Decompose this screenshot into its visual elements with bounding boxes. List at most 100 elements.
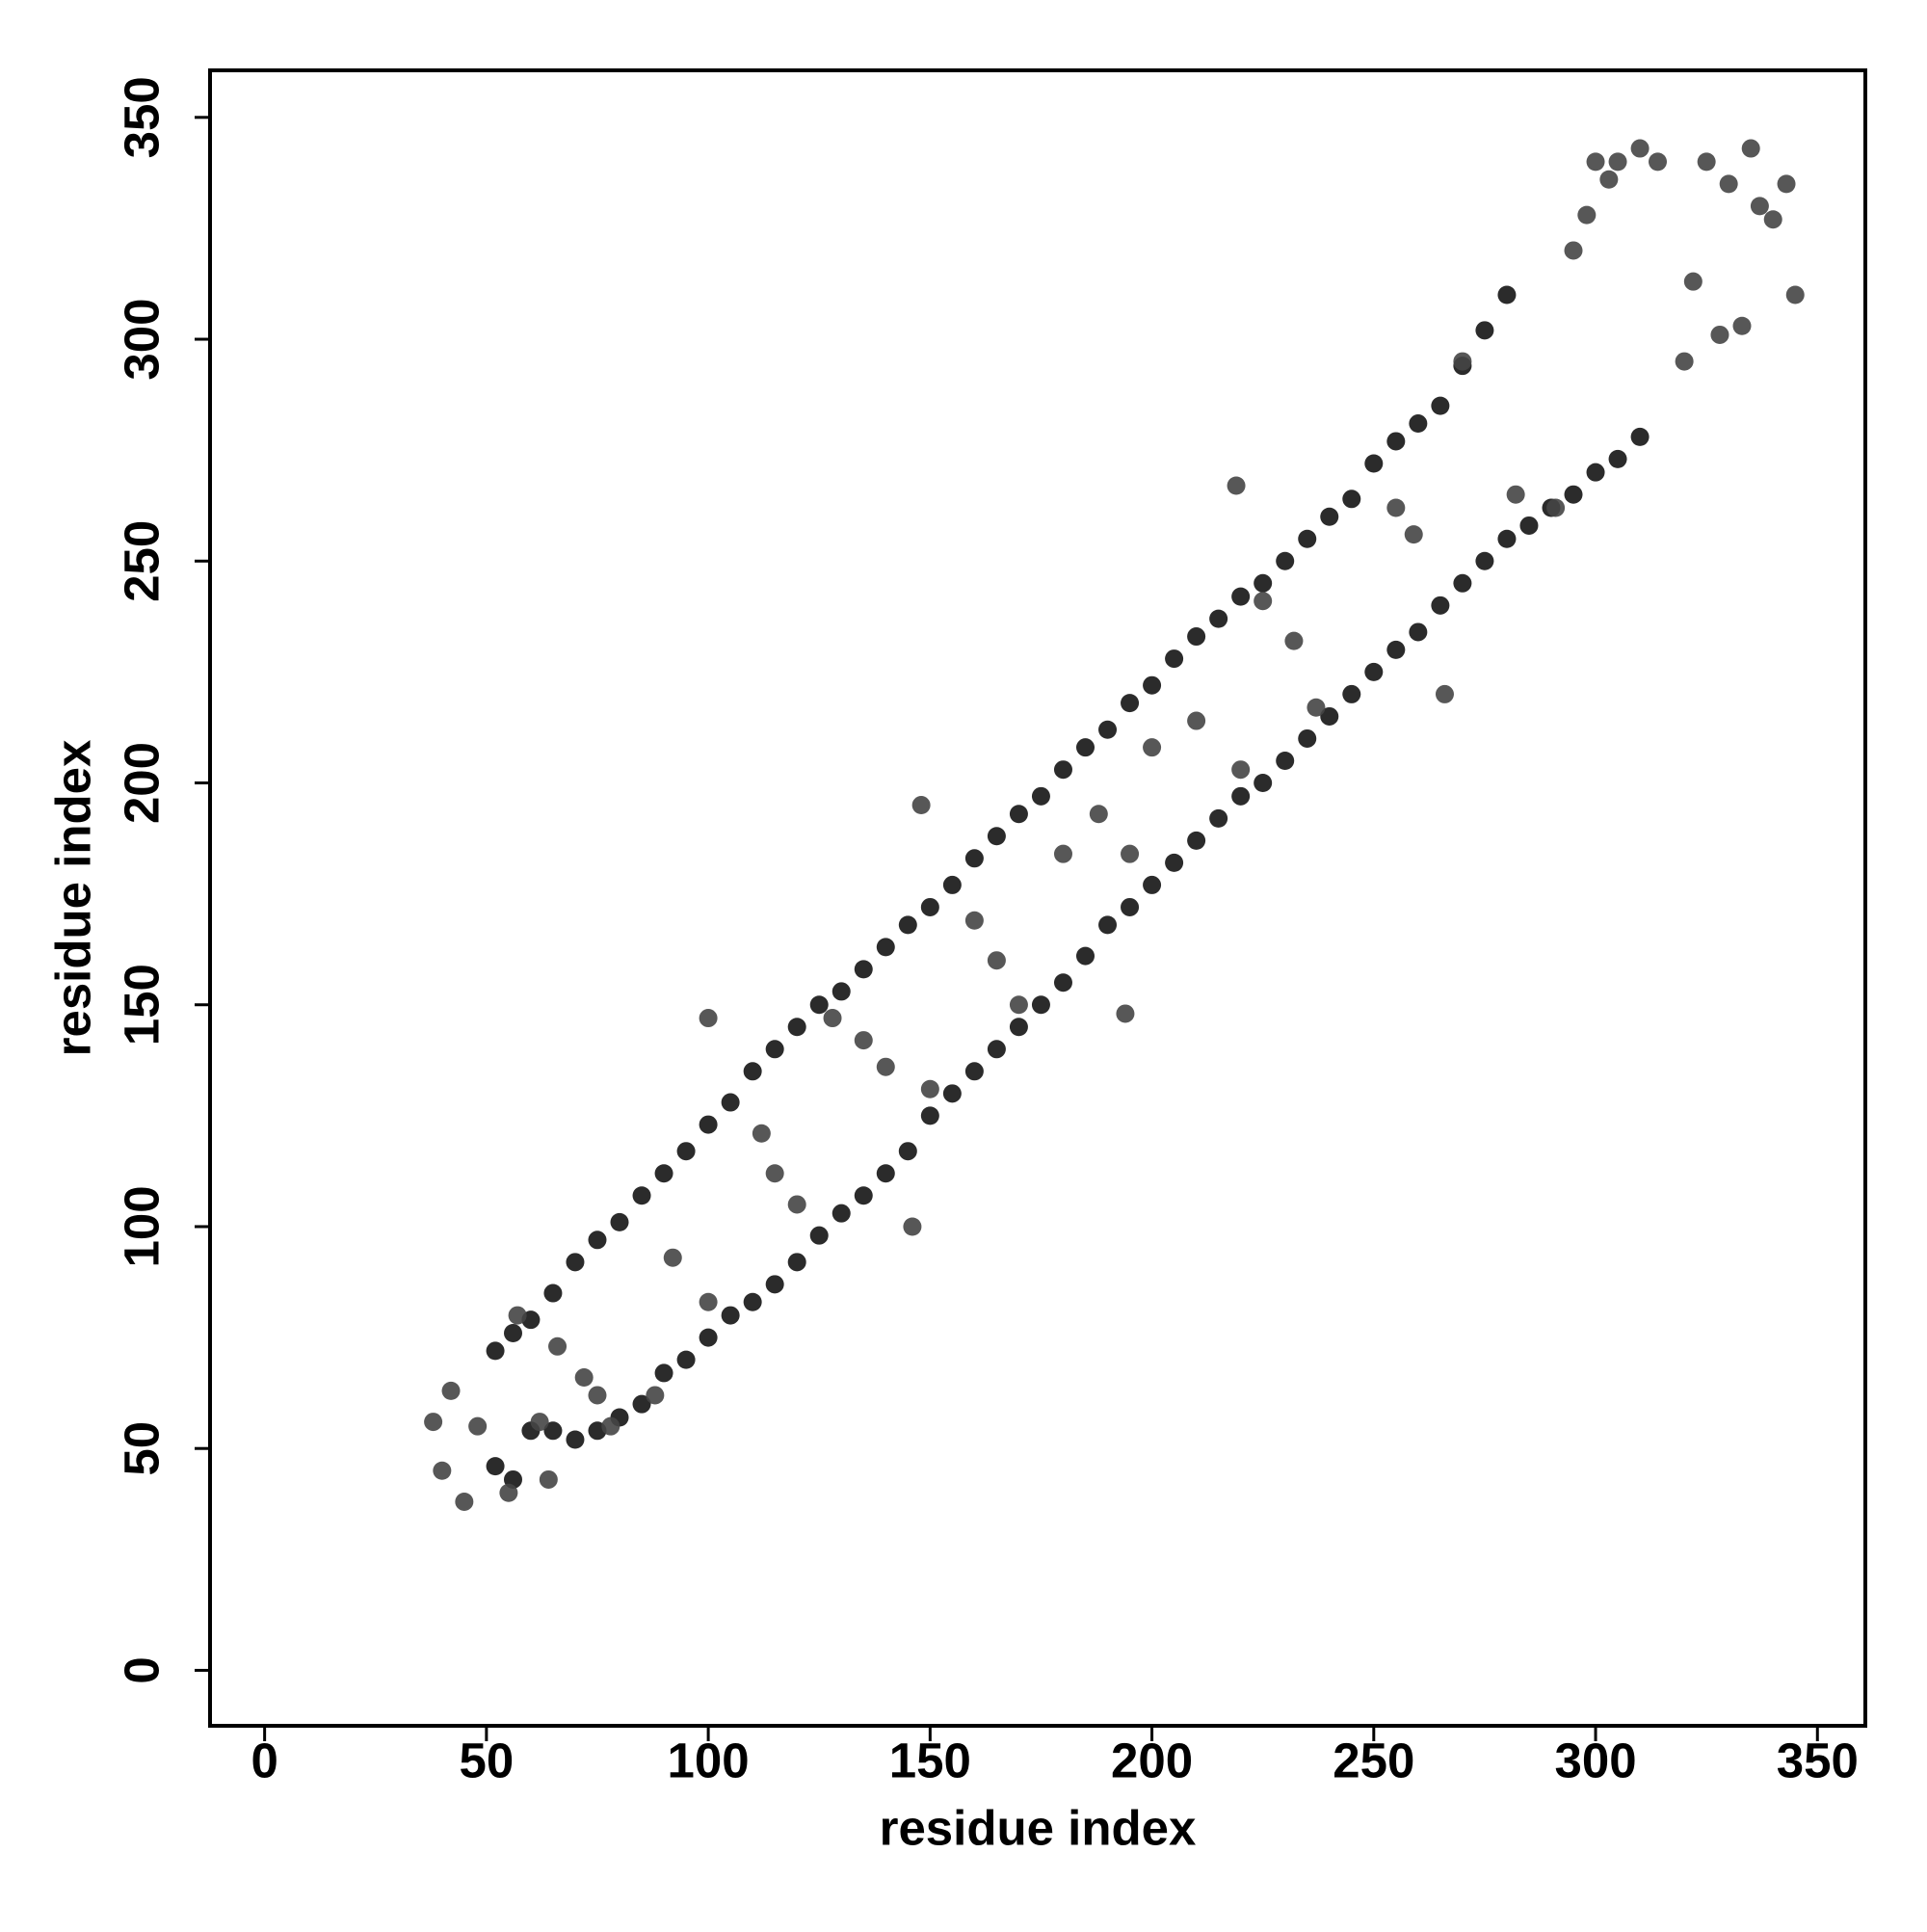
point	[1187, 831, 1206, 850]
point	[1009, 805, 1028, 824]
point	[1475, 551, 1494, 570]
point	[566, 1430, 585, 1449]
y-tick-label: 200	[114, 742, 169, 824]
point	[964, 1062, 984, 1081]
point	[832, 1204, 851, 1223]
point	[765, 1275, 784, 1294]
point	[964, 849, 984, 868]
point	[1675, 352, 1694, 371]
point	[1165, 649, 1184, 669]
point	[424, 1413, 443, 1432]
point	[503, 1323, 522, 1342]
point	[676, 1142, 696, 1161]
point	[1409, 414, 1428, 434]
point	[1231, 786, 1251, 806]
point	[987, 1040, 1006, 1059]
point	[911, 796, 931, 815]
point	[676, 1350, 696, 1369]
point	[646, 1386, 665, 1405]
point	[543, 1421, 563, 1441]
point	[1089, 805, 1108, 824]
point	[1307, 698, 1326, 717]
point	[1710, 325, 1729, 344]
point	[1187, 711, 1206, 730]
point	[823, 1009, 842, 1028]
point	[499, 1483, 518, 1502]
point	[1386, 640, 1406, 659]
point	[809, 1226, 829, 1245]
point	[1777, 174, 1796, 194]
point	[1009, 995, 1028, 1015]
point	[898, 1142, 917, 1161]
point	[699, 1292, 718, 1311]
point	[1053, 973, 1072, 992]
y-tick-label: 50	[114, 1421, 169, 1476]
point	[1254, 592, 1273, 611]
point	[1683, 272, 1703, 291]
point	[920, 1079, 939, 1098]
point	[433, 1461, 452, 1480]
point	[920, 1106, 939, 1125]
point	[1342, 490, 1361, 509]
point	[1053, 760, 1072, 780]
point	[1697, 152, 1716, 172]
point	[1608, 152, 1627, 172]
point	[1630, 139, 1650, 158]
point	[1364, 662, 1384, 681]
point	[1630, 427, 1650, 446]
point	[1386, 498, 1406, 517]
point	[699, 1009, 718, 1028]
point	[1404, 525, 1423, 544]
point	[1564, 485, 1583, 504]
point	[942, 1084, 962, 1103]
point	[964, 911, 984, 930]
point	[699, 1115, 718, 1134]
point	[1143, 875, 1162, 894]
point	[1586, 463, 1605, 482]
point	[787, 1195, 806, 1214]
point	[543, 1284, 563, 1303]
point	[486, 1341, 505, 1361]
point	[1431, 396, 1450, 415]
point	[654, 1164, 673, 1183]
point	[574, 1368, 594, 1388]
point	[721, 1093, 740, 1112]
point	[1076, 738, 1095, 757]
point	[1076, 946, 1095, 966]
point	[1453, 573, 1472, 593]
point	[663, 1248, 682, 1267]
point	[1254, 573, 1273, 593]
point	[1453, 352, 1472, 371]
point	[1564, 241, 1583, 260]
point	[1732, 316, 1752, 335]
x-tick-label: 300	[1554, 1733, 1636, 1787]
point	[1431, 595, 1450, 615]
point	[1165, 853, 1184, 872]
point	[1785, 285, 1805, 304]
x-tick-label: 350	[1777, 1733, 1859, 1787]
point	[1649, 152, 1668, 172]
point	[1386, 432, 1406, 451]
point	[1750, 197, 1769, 216]
point	[1506, 485, 1525, 504]
y-tick-label: 150	[114, 964, 169, 1045]
point	[787, 1018, 806, 1037]
point	[1497, 529, 1517, 548]
point	[1577, 205, 1597, 225]
point	[876, 1164, 895, 1183]
point	[1209, 609, 1228, 628]
point	[743, 1292, 762, 1311]
plot-frame	[208, 68, 1867, 1728]
point	[743, 1062, 762, 1081]
point	[486, 1457, 505, 1476]
point	[1121, 694, 1140, 713]
point	[854, 1186, 873, 1205]
y-tick-label: 300	[114, 298, 169, 380]
x-tick-label: 100	[668, 1733, 750, 1787]
point	[1254, 774, 1273, 793]
point	[1741, 139, 1760, 158]
point	[566, 1253, 585, 1272]
point	[1342, 684, 1361, 703]
